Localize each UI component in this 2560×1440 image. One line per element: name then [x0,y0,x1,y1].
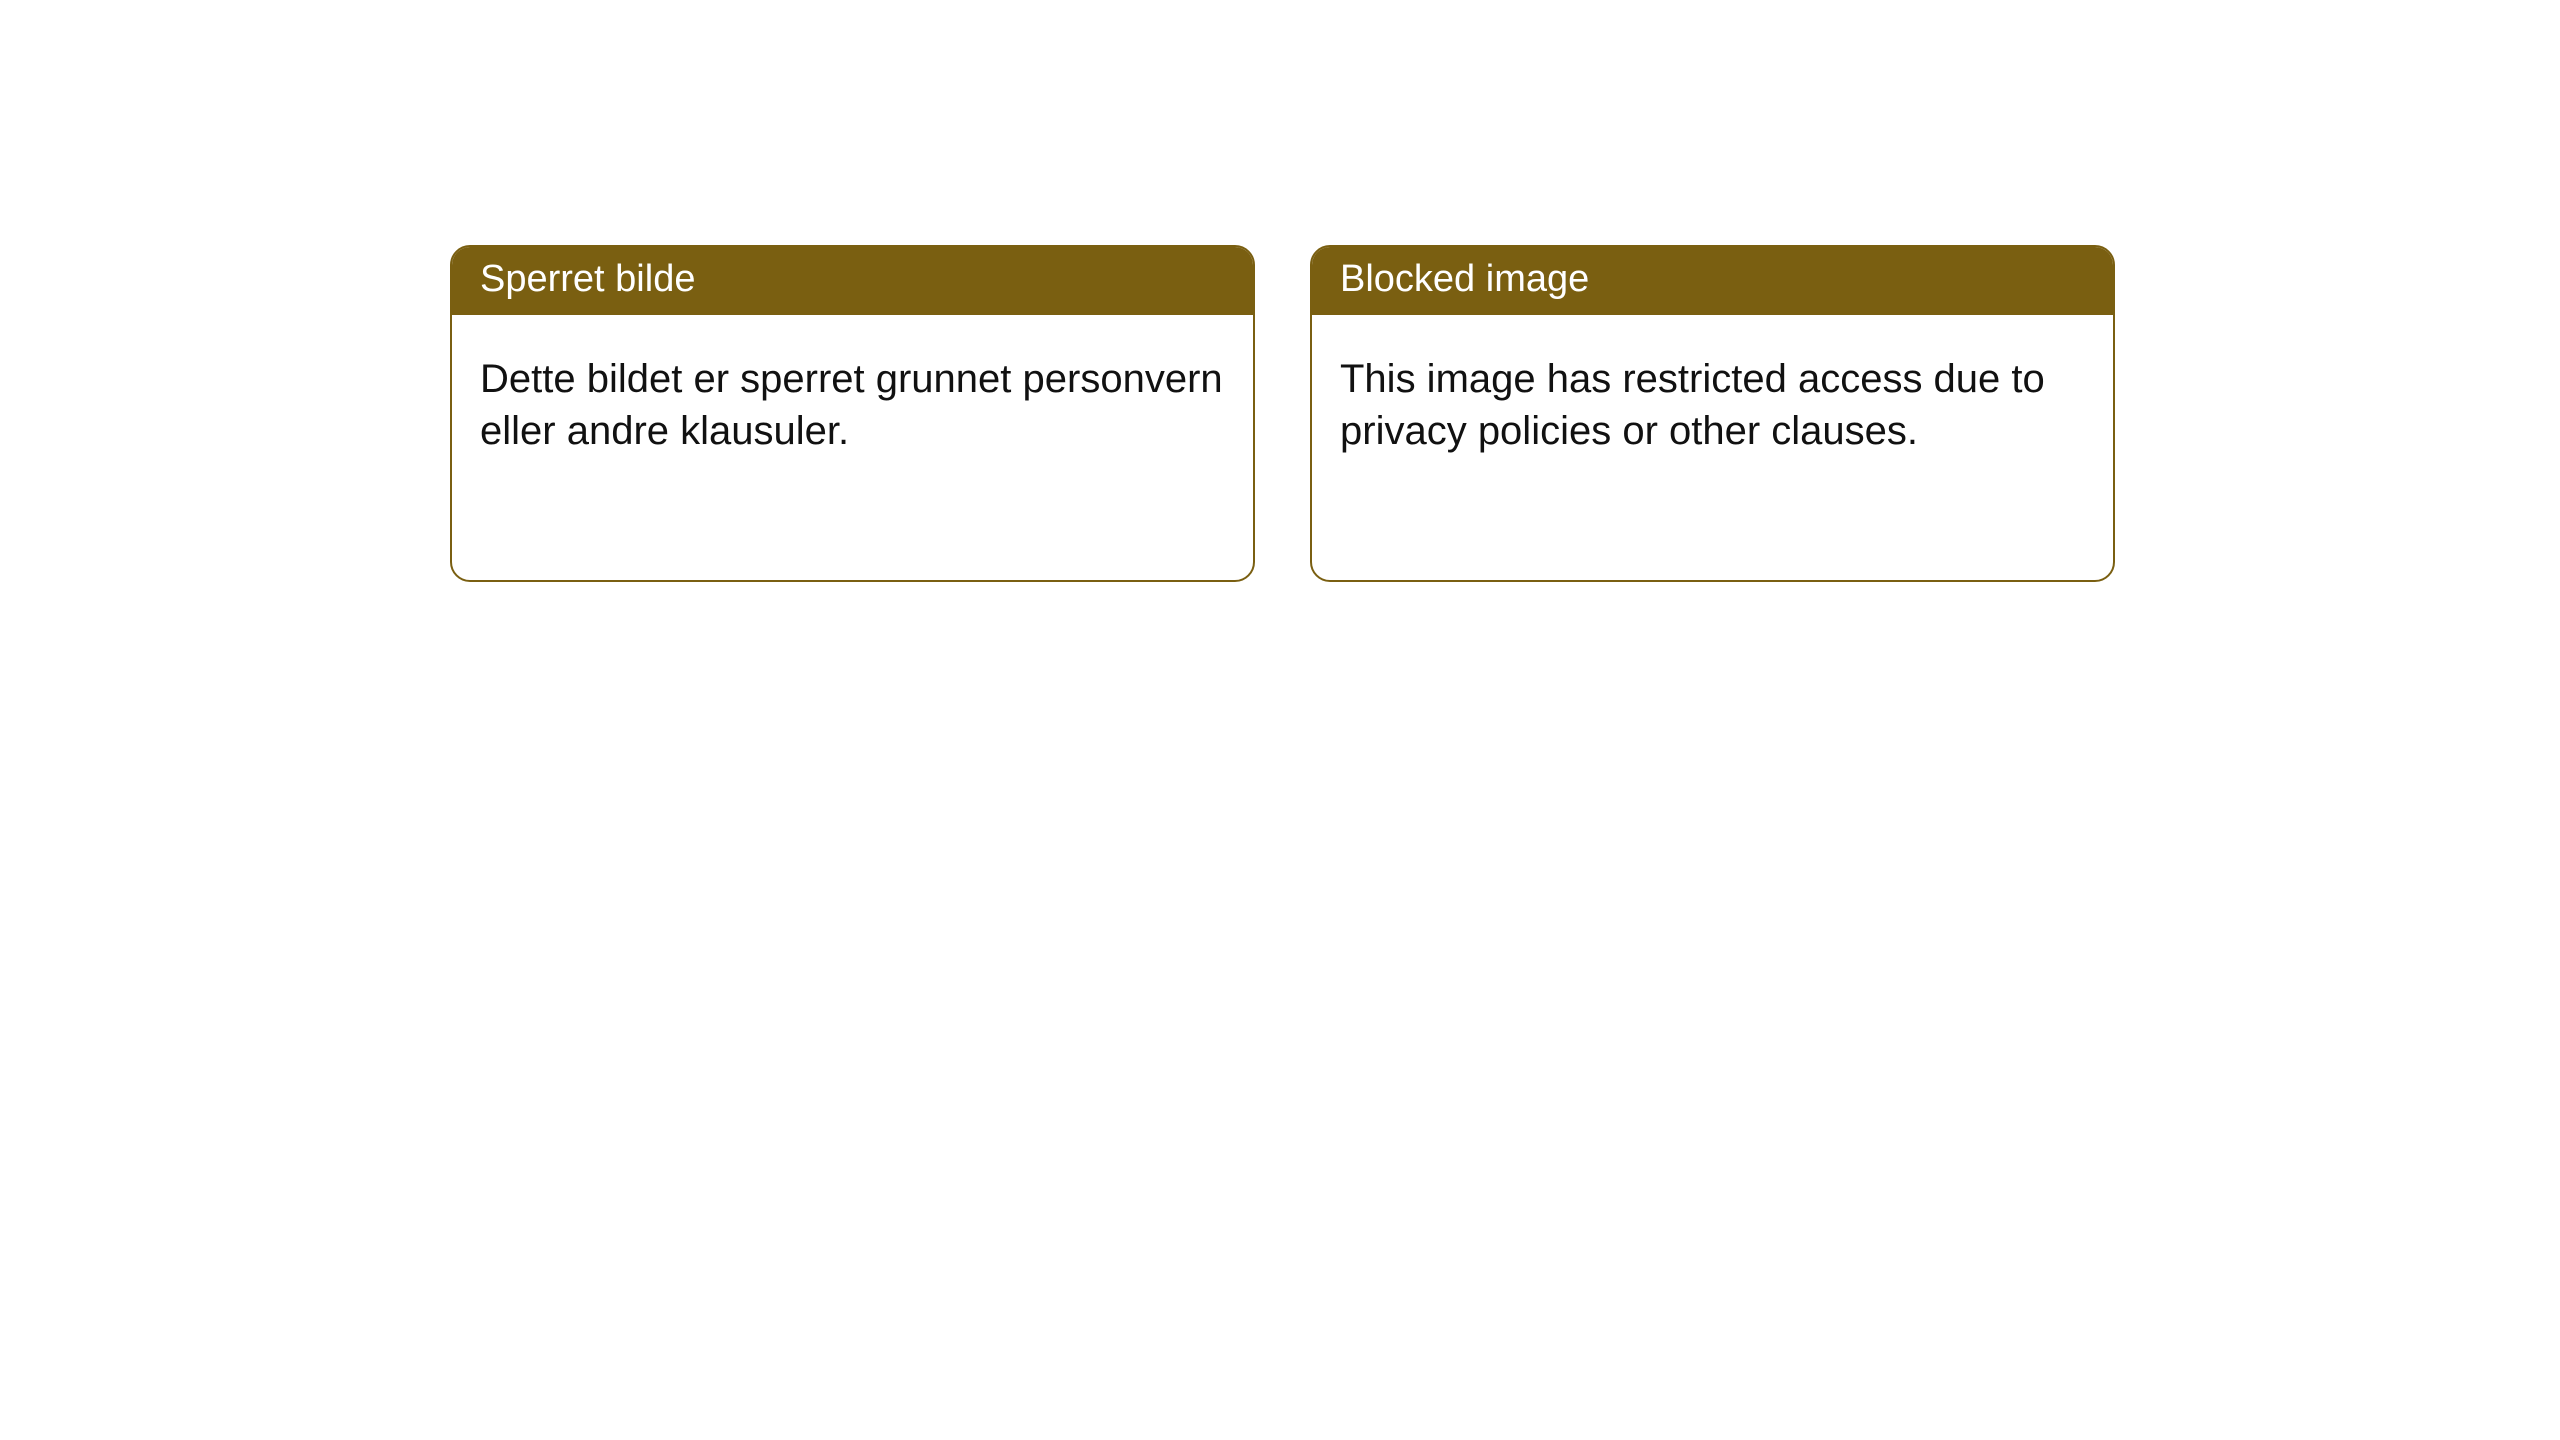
notice-card-title: Blocked image [1312,247,2113,315]
notice-card-body: This image has restricted access due to … [1312,315,2113,487]
notice-card-en: Blocked image This image has restricted … [1310,245,2115,582]
notice-cards-container: Sperret bilde Dette bildet er sperret gr… [0,0,2560,582]
notice-card-title: Sperret bilde [452,247,1253,315]
notice-card-body: Dette bildet er sperret grunnet personve… [452,315,1253,487]
notice-card-no: Sperret bilde Dette bildet er sperret gr… [450,245,1255,582]
